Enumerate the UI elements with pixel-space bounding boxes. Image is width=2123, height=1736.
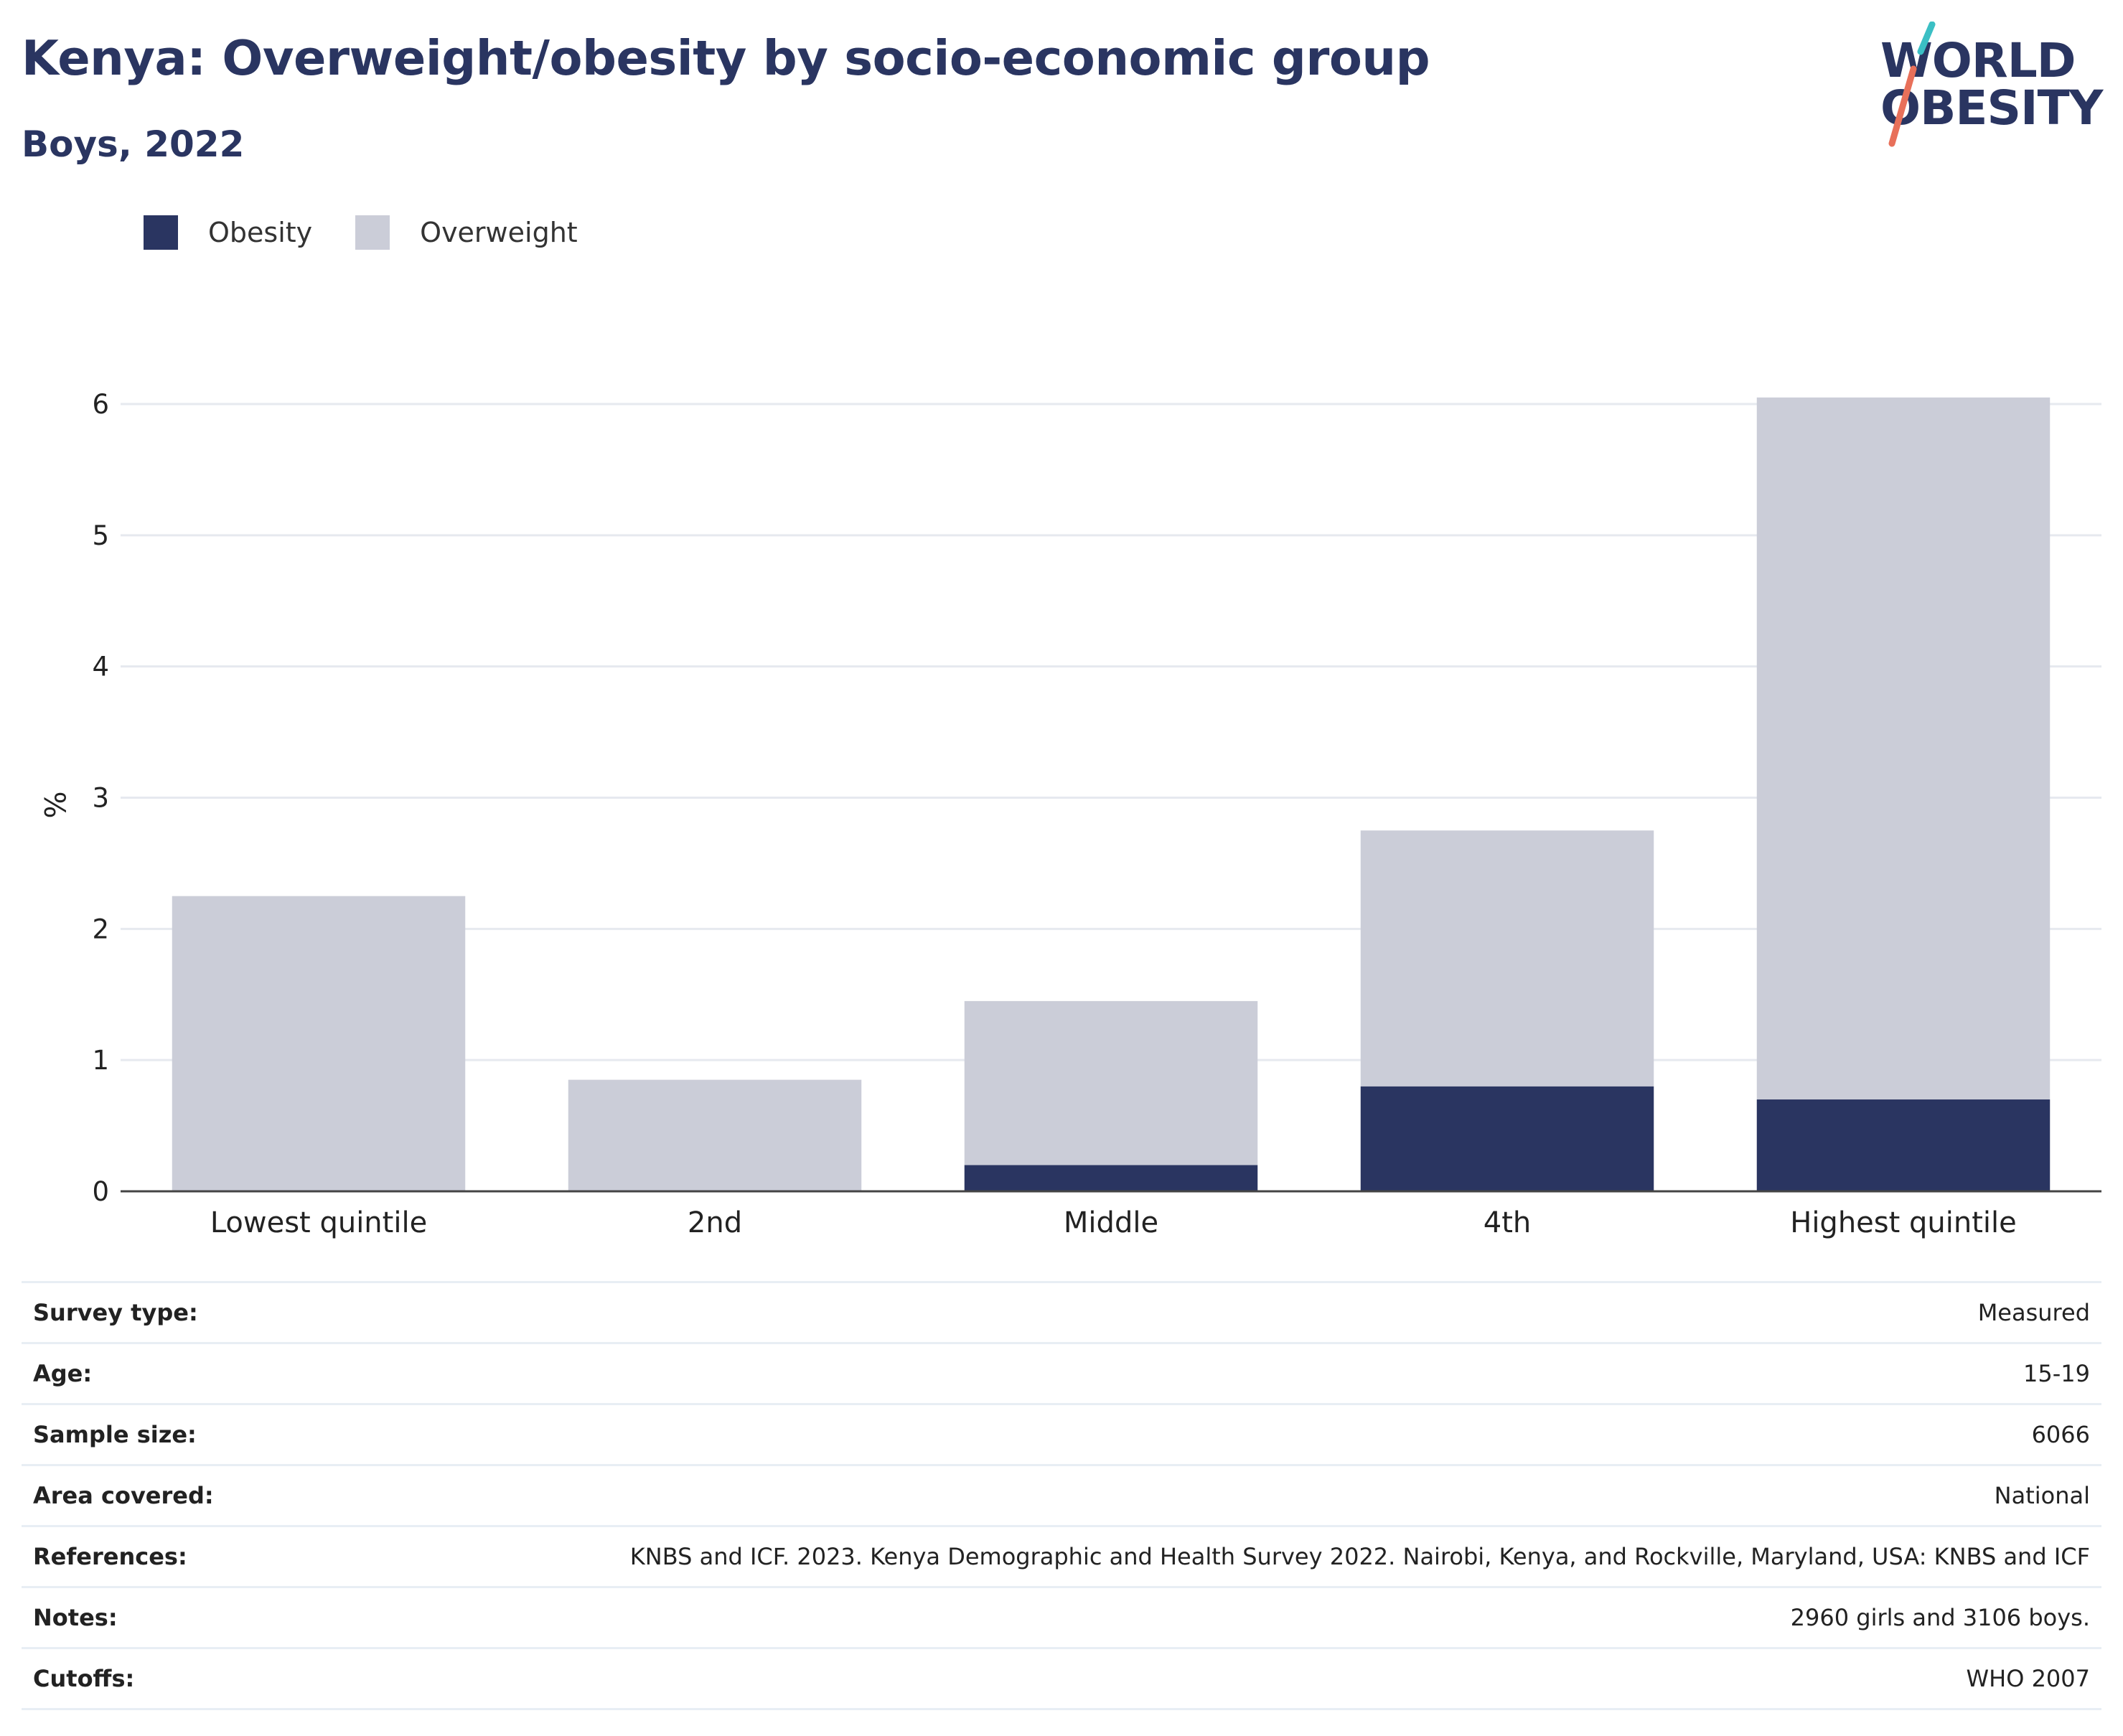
bar-overweight[interactable] (964, 1000, 1258, 1165)
x-tick-label: Highest quintile (1790, 1206, 2017, 1239)
info-value: 6066 (272, 1403, 2101, 1465)
info-row: References: KNBS and ICF. 2023. Kenya Dem… (22, 1525, 2101, 1587)
info-label: References: (22, 1525, 273, 1587)
y-tick-label: 4 (92, 652, 109, 682)
info-value: Measured (272, 1281, 2101, 1343)
info-value: National (272, 1464, 2101, 1526)
legend-label-overweight: Overweight (420, 217, 578, 248)
y-axis-title: % (37, 791, 70, 818)
stacked-bar-chart: 0 1 2 3 4 5 6 Lowest quintile 2nd Middle 4th Highe… (37, 389, 2101, 1239)
info-label: Cutoffs: (22, 1647, 273, 1710)
legend-label-obesity: Obesity (208, 217, 313, 248)
info-row: Notes: 2960 girls and 3106 boys. (22, 1586, 2101, 1648)
y-axis-ticks: 0 1 2 3 4 5 6 (92, 389, 109, 1207)
legend-item-obesity[interactable]: Obesity (144, 215, 312, 250)
x-axis-ticks: Lowest quintile 2nd Middle 4th Highest quint… (210, 1206, 2017, 1239)
legend-swatch-overweight (355, 215, 390, 250)
bar-overweight[interactable] (568, 1079, 862, 1191)
bar-overweight[interactable] (1756, 397, 2051, 1100)
y-tick-label: 6 (92, 389, 109, 420)
x-tick-label: Middle (1064, 1206, 1158, 1239)
bar-overweight[interactable] (172, 896, 466, 1191)
info-row: Sample size: 6066 (22, 1403, 2101, 1465)
info-row: Survey type: Measured (22, 1281, 2101, 1343)
info-value: 2960 girls and 3106 boys. (272, 1586, 2101, 1648)
x-tick-label: 2nd (688, 1206, 742, 1239)
info-label: Survey type: (22, 1281, 273, 1343)
info-value: WHO 2007 (272, 1647, 2101, 1710)
y-tick-label: 5 (92, 520, 109, 551)
chart-title: Kenya: Overweight/obesity by socio-econo… (22, 30, 1430, 86)
bar-obesity[interactable] (1360, 1086, 1654, 1191)
chart-legend: Obesity Overweight (144, 212, 621, 253)
legend-swatch-obesity (144, 215, 178, 250)
legend-item-overweight[interactable]: Overweight (355, 215, 578, 250)
y-tick-label: 0 (92, 1176, 109, 1207)
y-tick-label: 1 (92, 1045, 109, 1076)
info-label: Age: (22, 1342, 273, 1404)
y-tick-label: 3 (92, 783, 109, 814)
info-row: Cutoffs: WHO 2007 (22, 1647, 2101, 1710)
bar-obesity[interactable] (964, 1165, 1258, 1191)
info-value: KNBS and ICF. 2023. Kenya Demographic an… (272, 1525, 2101, 1587)
survey-info-table: Survey type: Measured Age: 15-19 Sample size… (22, 1281, 2101, 1710)
info-row: Age: 15-19 (22, 1342, 2101, 1404)
info-label: Area covered: (22, 1464, 273, 1526)
x-tick-label: 4th (1484, 1206, 1531, 1239)
chart-bars (172, 397, 2051, 1191)
chart-subtitle: Boys, 2022 (22, 123, 245, 165)
x-tick-label: Lowest quintile (210, 1206, 427, 1239)
world-obesity-logo: WORLD OBESITY (1866, 22, 2110, 151)
y-tick-label: 2 (92, 914, 109, 944)
logo-word-obesity: OBESITY (1880, 80, 2103, 136)
info-row: Area covered: National (22, 1464, 2101, 1526)
bar-overweight[interactable] (1360, 830, 1654, 1087)
logo-slash-icon (1888, 22, 1936, 147)
info-label: Notes: (22, 1586, 273, 1648)
info-label: Sample size: (22, 1403, 273, 1465)
bar-obesity[interactable] (1756, 1099, 2051, 1191)
info-value: 15-19 (272, 1342, 2101, 1404)
